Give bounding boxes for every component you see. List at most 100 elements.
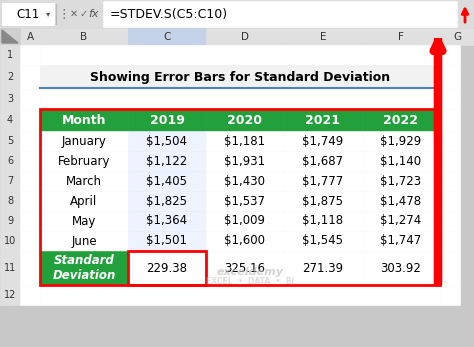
Bar <box>20 251 40 285</box>
Bar <box>284 109 362 131</box>
Bar <box>0 28 20 45</box>
Bar <box>0 191 20 211</box>
Text: $1,537: $1,537 <box>225 195 265 208</box>
Bar <box>40 231 128 251</box>
Text: $1,749: $1,749 <box>302 135 344 147</box>
Bar <box>440 65 460 89</box>
Bar <box>206 211 284 231</box>
Text: 10: 10 <box>4 236 16 246</box>
Bar <box>206 151 284 171</box>
Text: C: C <box>164 32 171 42</box>
Bar <box>206 231 284 251</box>
Text: $1,140: $1,140 <box>381 154 421 168</box>
Bar <box>362 109 440 131</box>
Bar <box>128 131 206 151</box>
Bar <box>362 251 440 285</box>
Bar <box>104 2 456 26</box>
Bar <box>440 109 460 131</box>
Bar <box>0 45 20 65</box>
Text: $1,478: $1,478 <box>381 195 421 208</box>
Text: C11: C11 <box>17 8 40 20</box>
Text: 303.92: 303.92 <box>381 262 421 274</box>
Bar <box>128 109 206 131</box>
Bar <box>440 171 460 191</box>
Bar <box>40 65 440 89</box>
Bar <box>128 251 206 285</box>
Text: 325.16: 325.16 <box>225 262 265 274</box>
Bar <box>20 285 40 305</box>
Bar <box>128 151 206 171</box>
Bar <box>20 89 40 109</box>
Text: May: May <box>72 214 96 228</box>
Text: February: February <box>58 154 110 168</box>
Bar <box>440 285 460 305</box>
Text: $1,118: $1,118 <box>302 214 344 228</box>
Bar <box>40 109 128 131</box>
Text: $1,122: $1,122 <box>146 154 188 168</box>
Text: January: January <box>62 135 107 147</box>
Bar <box>440 28 474 45</box>
Text: 2019: 2019 <box>150 113 184 127</box>
Text: F: F <box>398 32 404 42</box>
Bar <box>362 191 440 211</box>
Text: March: March <box>66 175 102 187</box>
Text: $1,929: $1,929 <box>380 135 422 147</box>
Text: 5: 5 <box>7 136 13 146</box>
Bar <box>40 89 440 109</box>
Text: 2020: 2020 <box>228 113 263 127</box>
Bar <box>0 231 20 251</box>
Bar <box>0 131 20 151</box>
Bar <box>440 151 460 171</box>
Bar <box>0 0 474 28</box>
Text: 1: 1 <box>7 50 13 60</box>
Text: exceldemy: exceldemy <box>217 267 283 277</box>
Polygon shape <box>2 30 18 43</box>
Text: G: G <box>453 32 461 42</box>
Bar <box>20 65 40 89</box>
Bar <box>128 231 206 251</box>
Bar <box>20 109 40 131</box>
Text: 6: 6 <box>7 156 13 166</box>
Bar <box>206 171 284 191</box>
Bar <box>362 231 440 251</box>
Text: April: April <box>70 195 98 208</box>
Text: =STDEV.S(C5:C10): =STDEV.S(C5:C10) <box>110 8 228 20</box>
Bar <box>284 28 362 45</box>
Bar <box>440 231 460 251</box>
Text: ✕: ✕ <box>70 9 78 19</box>
Bar <box>0 171 20 191</box>
Bar <box>40 28 128 45</box>
Bar <box>0 151 20 171</box>
Text: $1,430: $1,430 <box>225 175 265 187</box>
Text: B: B <box>81 32 88 42</box>
Bar <box>2 3 54 25</box>
Bar <box>206 191 284 211</box>
Bar <box>128 191 206 211</box>
Bar <box>128 171 206 191</box>
Bar <box>440 45 460 65</box>
Text: $1,181: $1,181 <box>224 135 265 147</box>
Bar <box>40 171 128 191</box>
Text: Standard
Deviation: Standard Deviation <box>52 254 116 282</box>
Text: 2021: 2021 <box>306 113 340 127</box>
Text: $1,504: $1,504 <box>146 135 188 147</box>
Bar <box>40 285 440 305</box>
Bar <box>440 131 460 151</box>
Bar <box>284 231 362 251</box>
Bar <box>0 65 20 89</box>
Bar <box>20 151 40 171</box>
Bar <box>440 89 460 109</box>
Bar <box>40 251 128 285</box>
Bar <box>284 191 362 211</box>
Bar <box>284 131 362 151</box>
Text: 12: 12 <box>4 290 16 300</box>
Text: 229.38: 229.38 <box>146 262 188 274</box>
Text: $1,405: $1,405 <box>146 175 188 187</box>
Bar <box>440 211 460 231</box>
Bar <box>40 151 128 171</box>
Bar <box>0 211 20 231</box>
Bar <box>284 171 362 191</box>
Bar <box>128 28 206 45</box>
Text: EXCEL  •  DATA  •  BI: EXCEL • DATA • BI <box>206 277 294 286</box>
Text: $1,875: $1,875 <box>302 195 344 208</box>
